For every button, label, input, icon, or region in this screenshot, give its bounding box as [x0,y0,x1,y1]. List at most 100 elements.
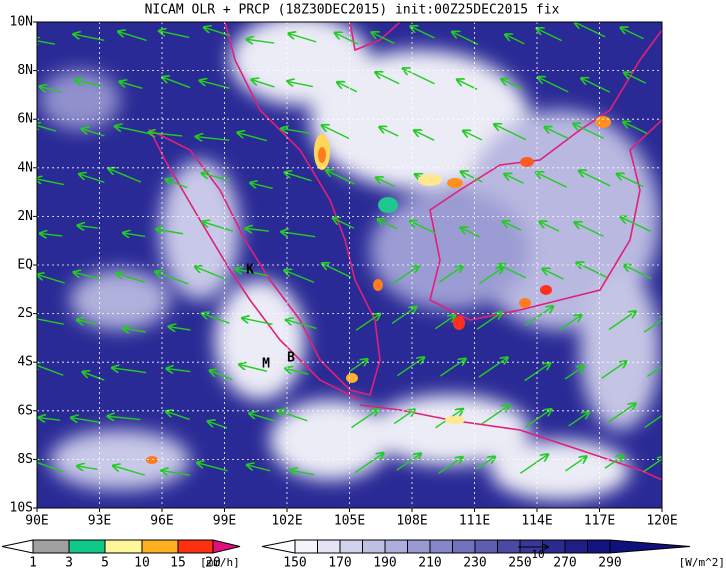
wind-vector [575,22,606,38]
wind-vector [196,137,230,141]
wind-vector [644,411,662,429]
x-tick-label: 96E [150,514,173,529]
wind-vector [109,169,142,183]
wind-vector [505,35,525,45]
wind-vector [396,454,421,471]
wind-vector [149,132,183,135]
wind-vector [545,127,569,140]
wind-vector [624,73,647,84]
wind-vector [238,133,268,142]
wind-vector [568,412,589,427]
wind-vector [476,457,495,470]
wind-vector [77,320,98,324]
wind-vector [39,418,61,421]
colorbar-box [317,539,341,554]
wind-vector [108,416,141,419]
wind-vector [505,174,524,184]
wind-vector [396,358,424,377]
colorbar-box [104,539,143,554]
wind-vector [391,266,418,285]
colorbar-triangle [609,539,691,554]
wind-vector [202,313,230,324]
place-label: K [246,263,254,278]
title: NICAM OLR + PRCP (18Z30DEC2015) init:00Z… [145,3,560,18]
colorbar-box [564,539,588,554]
wind-vector [564,366,584,380]
colorbar-box [474,539,498,554]
wind-vector [285,172,312,182]
wind-vector [524,306,553,326]
wind-vector [410,221,437,235]
wind-vector [37,364,64,376]
wind-vector [540,222,560,232]
wind-vector [250,413,276,422]
wind-vector [83,372,105,381]
wind-vector [411,26,435,39]
wind-vector [337,82,358,93]
colorbar-label: 230 [463,556,486,571]
wind-vector [166,411,190,421]
wind-vector [503,221,522,231]
wind-vector [574,124,604,139]
wind-vector [355,314,380,331]
wind-vector [210,371,233,381]
wind-vector [378,219,398,230]
wind-vector [463,131,483,141]
wind-vector [438,266,462,283]
x-tick-label: 90E [25,514,48,529]
wind-vector [288,81,314,88]
wind-vector [461,172,483,183]
wind-vector [78,226,98,229]
wind-vector [40,234,63,236]
wind-vector [498,265,527,279]
wind-vector [167,369,191,372]
x-tick-label: 108E [396,514,427,529]
colorbar-box [429,539,453,554]
colorbar-label: 15 [170,556,186,571]
wind-vector [37,275,65,284]
y-tick-label: 6S [17,403,33,418]
wind-vector [166,179,188,189]
wind-vector [202,173,230,182]
colorbar-box [452,539,476,554]
colorbar-label: 150 [283,556,306,571]
wind-vector [376,72,400,85]
wind-vector [536,173,568,188]
wind-vector [559,315,582,331]
wind-vector [37,40,56,44]
wind-vector [621,28,644,40]
colorbar-triangle [212,539,241,554]
place-label: M [262,357,270,372]
wind-vector [37,461,64,473]
colorbar-label: 170 [328,556,351,571]
wind-vector [204,27,231,37]
x-tick-label: 93E [88,514,111,529]
wind-vector [239,365,268,372]
wind-vector [457,80,478,90]
wind-vector [494,124,527,141]
wind-vector [286,320,317,330]
wind-vector [502,79,522,90]
wind-vector [246,228,270,231]
wind-vector [335,33,359,45]
x-tick-label: 105E [334,514,365,529]
colorbar-box [177,539,214,554]
wind-vector [643,317,662,333]
wind-vector [123,328,147,332]
wind-vector [624,265,652,280]
colorbar-label: 1 [29,556,37,571]
wind-vector [236,269,269,277]
wind-vector [403,69,435,85]
wind-vector [37,124,56,132]
map-field [37,22,662,508]
wind-vector [538,77,569,93]
colorbar-box [141,539,179,554]
wind-vector [380,127,399,137]
wind-vector [393,410,414,425]
wind-vector [604,456,623,469]
wind-vector [414,131,435,141]
wind-vector [242,318,273,325]
colorbar-box [407,539,431,554]
wind-vector [112,368,147,374]
